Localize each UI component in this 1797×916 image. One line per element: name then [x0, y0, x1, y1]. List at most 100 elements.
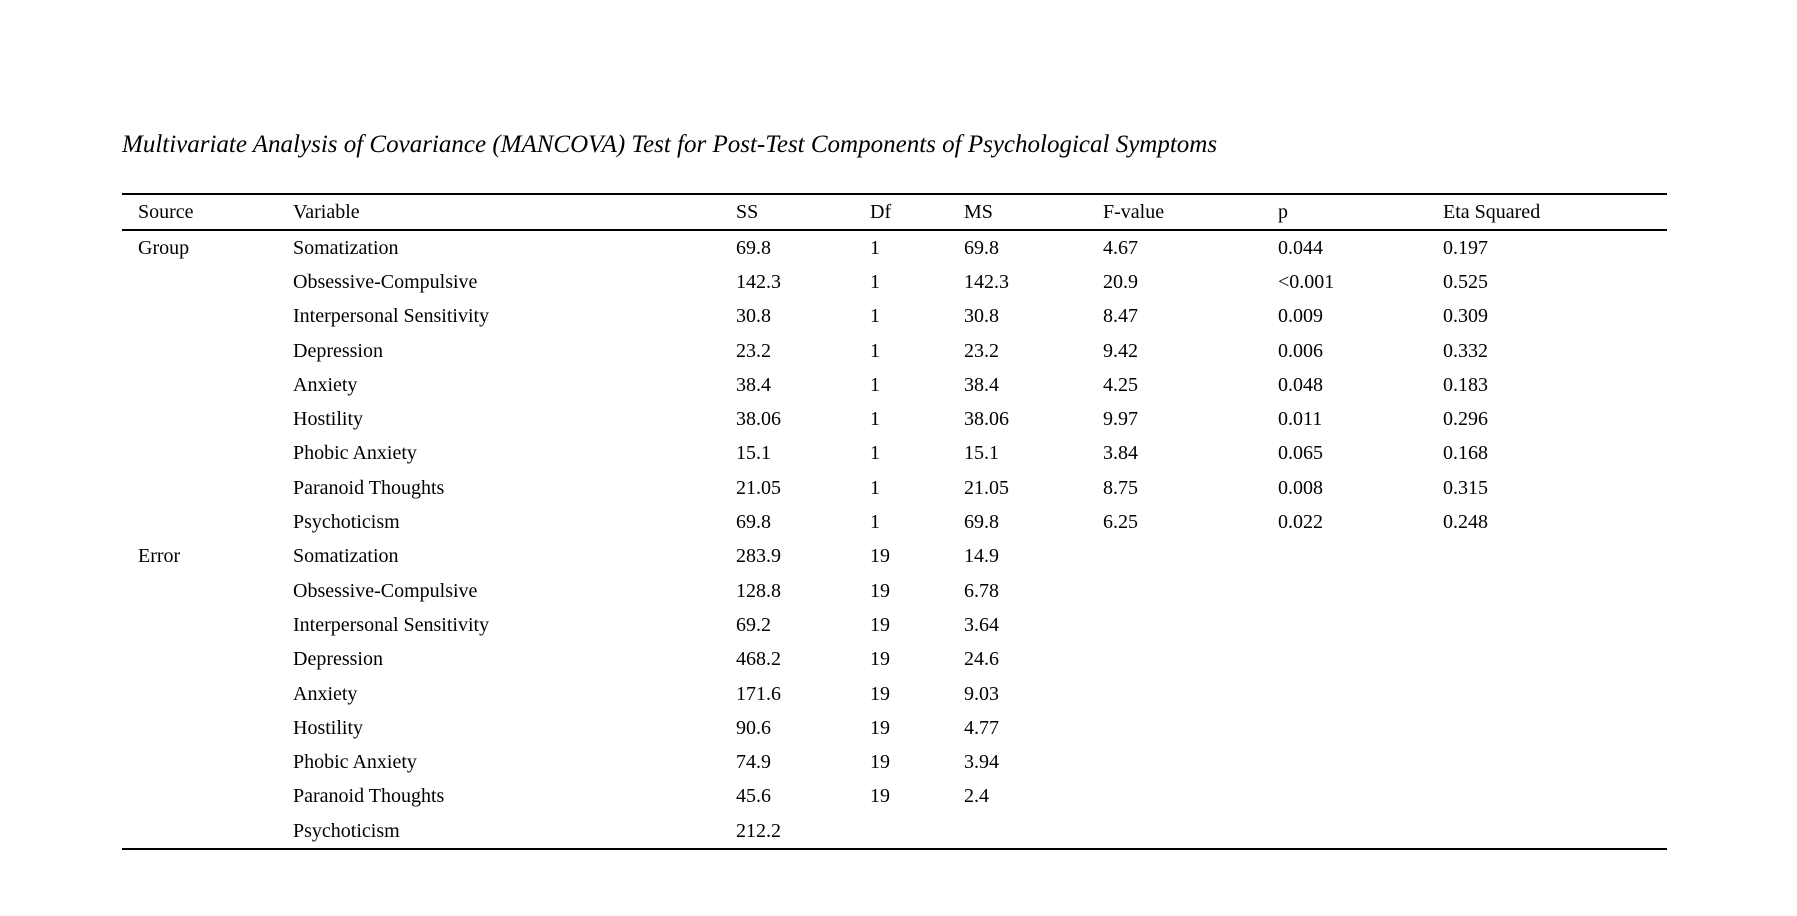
cell-eta-squared — [1443, 608, 1667, 642]
cell-df: 19 — [870, 613, 890, 636]
table-row: Hostility 90.6 19 4.77 — [122, 711, 1667, 745]
cell-ss: 45.6 — [736, 785, 771, 808]
col-header-variable: Variable — [293, 194, 736, 231]
cell-ss: 212.2 — [736, 819, 781, 842]
cell-eta-squared — [1443, 711, 1667, 745]
cell-ss: 38.4 — [736, 373, 771, 396]
cell-p: 0.022 — [1278, 511, 1323, 534]
table-row: Error Somatization 283.9 19 14.9 — [122, 540, 1667, 574]
cell-variable: Hostility — [293, 408, 364, 431]
cell-source — [122, 300, 293, 334]
cell-variable: Psychoticism — [293, 819, 400, 842]
cell-p — [1278, 574, 1443, 608]
table-row: Phobic Anxiety 15.1 1 15.1 3.84 0.065 0.… — [122, 437, 1667, 471]
cell-ms: 142.3 — [964, 270, 1009, 293]
cell-variable: Hostility — [293, 716, 364, 739]
cell-f-value: 20.9 — [1103, 270, 1138, 293]
cell-eta-squared — [1443, 780, 1667, 814]
cell-f-value: 4.67 — [1103, 236, 1138, 259]
cell-f-value: 9.97 — [1103, 408, 1138, 431]
cell-p: 0.006 — [1278, 339, 1323, 362]
table-row: Phobic Anxiety 74.9 19 3.94 — [122, 745, 1667, 779]
cell-f-value — [1103, 677, 1278, 711]
cell-df: 1 — [870, 511, 880, 534]
cell-p — [1278, 608, 1443, 642]
cell-df: 19 — [870, 785, 890, 808]
cell-ss: 283.9 — [736, 545, 781, 568]
cell-f-value — [1103, 745, 1278, 779]
cell-df: 1 — [870, 270, 880, 293]
cell-variable: Paranoid Thoughts — [293, 476, 445, 499]
cell-df: 19 — [870, 682, 890, 705]
cell-variable: Somatization — [293, 236, 399, 259]
cell-df: 19 — [870, 579, 890, 602]
cell-eta-squared — [1443, 540, 1667, 574]
cell-source — [122, 437, 293, 471]
table-row: Paranoid Thoughts 45.6 19 2.4 — [122, 780, 1667, 814]
cell-p: <0.001 — [1278, 270, 1335, 293]
cell-variable: Obsessive-Compulsive — [293, 270, 478, 293]
cell-df: 1 — [870, 339, 880, 362]
cell-df: 1 — [870, 373, 880, 396]
table-row: Hostility 38.06 1 38.06 9.97 0.011 0.296 — [122, 402, 1667, 436]
cell-ms: 21.05 — [964, 476, 1009, 499]
table-row: Obsessive-Compulsive 128.8 19 6.78 — [122, 574, 1667, 608]
cell-eta-squared: 0.296 — [1443, 408, 1488, 431]
table-row: Group Somatization 69.8 1 69.8 4.67 0.04… — [122, 230, 1667, 265]
cell-source — [122, 471, 293, 505]
cell-variable: Interpersonal Sensitivity — [293, 613, 490, 636]
cell-ss: 21.05 — [736, 476, 781, 499]
col-header-p: p — [1278, 194, 1443, 231]
cell-source: Error — [138, 545, 181, 568]
cell-df: 1 — [870, 236, 880, 259]
cell-df: 19 — [870, 545, 890, 568]
cell-ss: 69.8 — [736, 511, 771, 534]
cell-eta-squared: 0.525 — [1443, 270, 1488, 293]
cell-variable: Depression — [293, 339, 383, 362]
cell-variable: Anxiety — [293, 682, 358, 705]
cell-p: 0.009 — [1278, 305, 1323, 328]
cell-ss: 69.8 — [736, 236, 771, 259]
table-row: Depression 23.2 1 23.2 9.42 0.006 0.332 — [122, 334, 1667, 368]
cell-f-value — [1103, 711, 1278, 745]
mancova-table: Source Variable SS Df MS F-value p Eta S… — [122, 193, 1667, 851]
cell-p: 0.044 — [1278, 236, 1323, 259]
cell-ms: 3.94 — [964, 751, 999, 774]
cell-ms: 6.78 — [964, 579, 999, 602]
table-row: Depression 468.2 19 24.6 — [122, 643, 1667, 677]
cell-source — [122, 608, 293, 642]
cell-ms: 69.8 — [964, 236, 999, 259]
table-row: Psychoticism 69.8 1 69.8 6.25 0.022 0.24… — [122, 505, 1667, 539]
cell-variable: Somatization — [293, 545, 399, 568]
cell-df: 1 — [870, 408, 880, 431]
cell-ss: 30.8 — [736, 305, 771, 328]
cell-ms: 15.1 — [964, 442, 999, 465]
cell-ss: 171.6 — [736, 682, 781, 705]
cell-f-value: 3.84 — [1103, 442, 1138, 465]
cell-eta-squared: 0.309 — [1443, 305, 1488, 328]
cell-p: 0.011 — [1278, 408, 1323, 431]
cell-p: 0.065 — [1278, 442, 1323, 465]
table-title: Multivariate Analysis of Covariance (MAN… — [122, 131, 1218, 158]
cell-eta-squared — [1443, 574, 1667, 608]
table-header: Source Variable SS Df MS F-value p Eta S… — [122, 194, 1667, 231]
cell-p — [1278, 711, 1443, 745]
table-row: Anxiety 38.4 1 38.4 4.25 0.048 0.183 — [122, 368, 1667, 402]
cell-source — [122, 574, 293, 608]
cell-source — [122, 334, 293, 368]
table-row: Paranoid Thoughts 21.05 1 21.05 8.75 0.0… — [122, 471, 1667, 505]
cell-df: 1 — [870, 442, 880, 465]
header-row: Source Variable SS Df MS F-value p Eta S… — [122, 194, 1667, 231]
cell-ss: 468.2 — [736, 648, 781, 671]
cell-ms: 9.03 — [964, 682, 999, 705]
cell-df: 19 — [870, 751, 890, 774]
cell-p — [1278, 814, 1443, 849]
cell-p — [1278, 540, 1443, 574]
cell-f-value: 8.75 — [1103, 476, 1138, 499]
cell-ms: 30.8 — [964, 305, 999, 328]
cell-df: 19 — [870, 648, 890, 671]
table-row: Anxiety 171.6 19 9.03 — [122, 677, 1667, 711]
cell-p — [1278, 677, 1443, 711]
cell-p: 0.048 — [1278, 373, 1323, 396]
